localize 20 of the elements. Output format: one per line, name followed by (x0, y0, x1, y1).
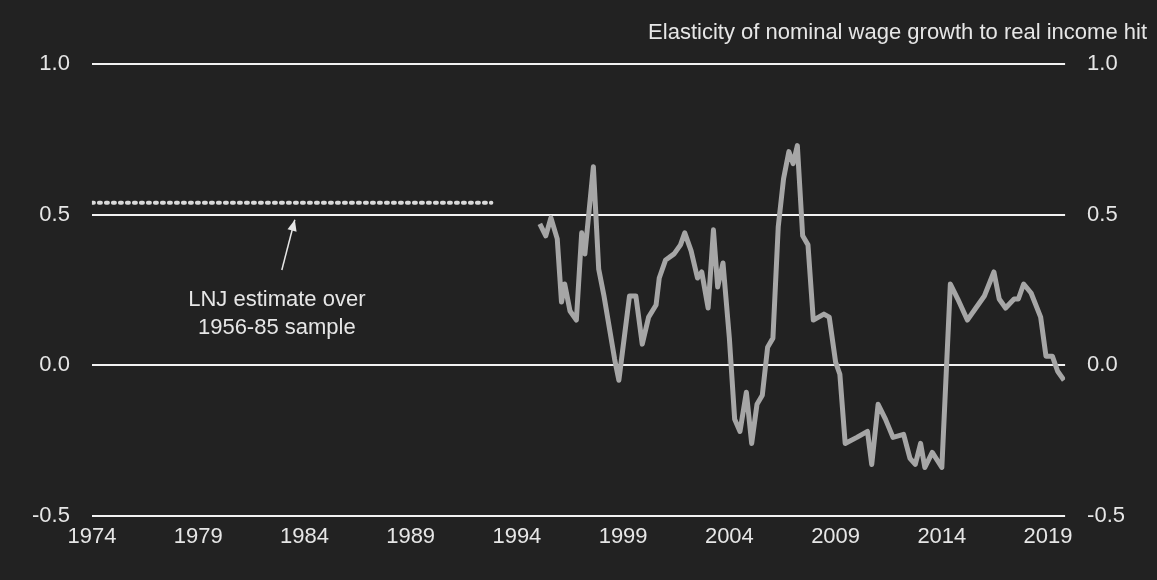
chart-title: Elasticity of nominal wage growth to real income hit (648, 19, 1147, 45)
y-tick-label: -0.5 (31, 501, 70, 527)
x-tick-label: 1994 (492, 522, 542, 548)
x-tick-label: 2009 (811, 522, 861, 548)
y-tick-label: 1.0 (39, 50, 70, 76)
x-tick-label: 2019 (1023, 522, 1073, 548)
x-tick-label: 1984 (279, 522, 329, 548)
x-tick-label: 1974 (67, 522, 117, 548)
y-tick-label: 0.5 (39, 200, 70, 226)
x-tick-label: 2004 (704, 522, 754, 548)
y2-tick-label: 0.5 (1087, 200, 1118, 226)
x-tick-label: 2014 (917, 522, 967, 548)
y-tick-label: 0.0 (39, 351, 70, 377)
x-tick-label: 1979 (173, 522, 223, 548)
x-tick-label: 1999 (598, 522, 648, 548)
annotation: LNJ estimate over 1956-85 sample (188, 286, 366, 340)
y2-tick-label: -0.5 (1087, 501, 1126, 527)
y2-tick-label: 1.0 (1087, 50, 1118, 76)
y2-tick-label: 0.0 (1087, 351, 1118, 377)
x-tick-label: 1989 (386, 522, 436, 548)
